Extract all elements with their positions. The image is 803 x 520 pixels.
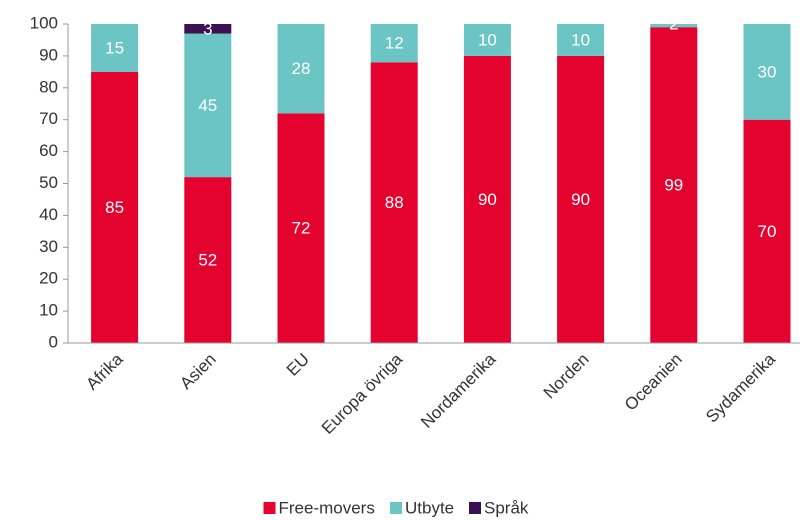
y-tick-label: 60 — [39, 141, 58, 160]
bar-segment — [277, 24, 325, 114]
data-label: 3 — [203, 19, 212, 38]
data-label: 90 — [478, 190, 497, 209]
x-tick-label: EU — [283, 350, 313, 380]
legend-label: Språk — [484, 498, 529, 517]
bar-segment — [463, 55, 511, 344]
y-tick-label: 100 — [30, 13, 58, 32]
y-tick-label: 20 — [39, 269, 58, 288]
data-label: 45 — [198, 96, 217, 115]
bar-segment — [184, 24, 232, 34]
x-tick-label: Nordamerika — [417, 349, 500, 432]
data-label: 85 — [105, 198, 124, 217]
bar-segment — [650, 27, 698, 343]
bar-segment — [743, 24, 791, 120]
legend-swatch — [390, 502, 402, 514]
data-label: 30 — [758, 62, 777, 81]
bar-segment — [557, 24, 605, 56]
bar-segment — [91, 24, 139, 72]
x-tick-label: Europa övriga — [318, 349, 407, 438]
data-label: 12 — [385, 34, 404, 53]
legend-swatch — [263, 502, 276, 514]
data-label: 72 — [292, 219, 311, 238]
legend-swatch — [469, 502, 481, 514]
legend-label: Free-movers — [279, 498, 375, 517]
bar-segment — [557, 55, 605, 344]
data-label: 15 — [105, 38, 124, 57]
x-tick-label: Afrika — [82, 349, 127, 394]
y-tick-label: 50 — [39, 173, 58, 192]
y-tick-label: 10 — [39, 301, 58, 320]
y-tick-label: 40 — [39, 205, 58, 224]
bar-segment — [184, 33, 232, 178]
y-tick-label: 0 — [49, 332, 58, 351]
data-label: 28 — [292, 59, 311, 78]
y-tick-label: 90 — [39, 45, 58, 64]
plot-area — [91, 24, 791, 344]
x-tick-label: Norden — [540, 350, 593, 403]
x-tick-label: Asien — [176, 350, 220, 394]
data-label: 90 — [571, 190, 590, 209]
data-label: 99 — [664, 176, 683, 195]
y-tick-label: 30 — [39, 237, 58, 256]
data-label: 10 — [478, 30, 497, 49]
bar-segment — [370, 24, 418, 63]
bar-segment — [463, 24, 511, 56]
bar-segment — [743, 119, 791, 343]
bar-segment — [650, 24, 698, 28]
legend-label: Utbyte — [405, 498, 454, 517]
bar-segment — [277, 113, 325, 343]
data-label: 70 — [758, 222, 777, 241]
data-label: 2 — [669, 14, 678, 33]
data-label: 10 — [571, 30, 590, 49]
x-tick-label: Sydamerika — [702, 349, 779, 426]
bar-segment — [370, 62, 418, 343]
bar-segment — [184, 177, 232, 343]
y-tick-label: 70 — [39, 109, 58, 128]
x-tick-label: Oceanien — [621, 350, 686, 415]
y-tick-label: 80 — [39, 77, 58, 96]
data-label: 88 — [385, 193, 404, 212]
data-label: 52 — [198, 251, 217, 270]
bar-segment — [91, 71, 139, 343]
